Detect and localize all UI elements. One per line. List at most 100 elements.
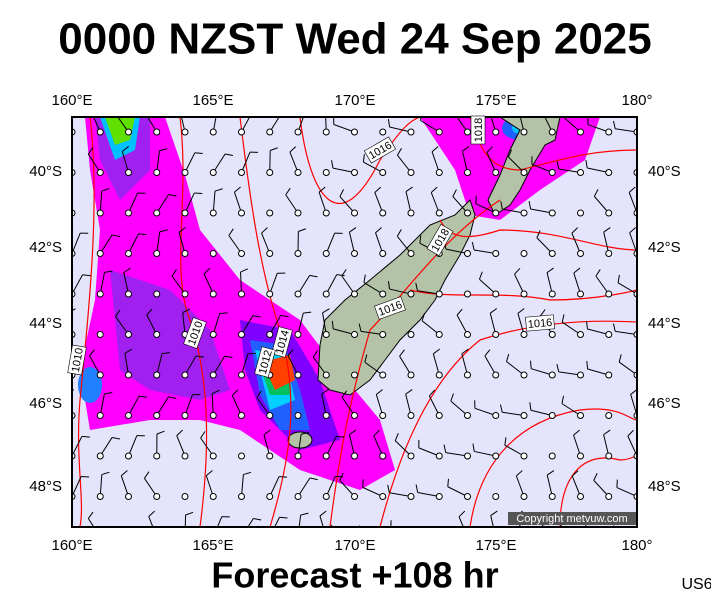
barb-station <box>605 452 613 460</box>
barb-staff <box>373 435 384 457</box>
barb-staff <box>502 411 525 416</box>
barb-feather <box>336 274 345 277</box>
barb-staff <box>312 356 327 376</box>
barb-staff <box>72 211 73 213</box>
barb-staff <box>115 316 129 335</box>
barb-staff <box>428 395 440 416</box>
barb-feather <box>162 352 171 355</box>
barb-feather <box>121 146 129 152</box>
barb-staff <box>241 315 254 335</box>
barb-station <box>407 250 415 257</box>
barb-staff <box>571 475 581 497</box>
barb-staff <box>508 156 525 173</box>
barb-station <box>96 331 104 338</box>
map-title: 0000 NZST Wed 24 Sep 2025 <box>58 15 651 64</box>
barb-staff <box>72 476 82 497</box>
barb-staff <box>263 434 271 457</box>
barb-feather <box>387 484 390 493</box>
barb-staff <box>325 476 336 497</box>
barb-staff <box>363 282 384 295</box>
barb-staff <box>184 152 196 173</box>
barb-feather <box>219 312 228 314</box>
barb-station <box>379 412 387 419</box>
barb-staff <box>93 117 101 133</box>
barb-feather <box>458 510 466 518</box>
barb-staff <box>484 355 497 376</box>
barb-station <box>351 290 358 298</box>
barb-staff <box>430 192 440 214</box>
barb-feather <box>252 315 261 318</box>
barb-staff <box>490 117 497 133</box>
barb-feather <box>530 360 532 369</box>
barb-feather <box>573 267 581 274</box>
barb-feather <box>571 227 578 234</box>
barb-staff <box>99 234 113 254</box>
barb-feather <box>415 484 419 493</box>
barb-feather <box>396 148 402 156</box>
barb-feather <box>571 470 579 477</box>
barb-station <box>323 534 329 540</box>
barb-station <box>96 290 104 298</box>
model-code: US6 <box>681 576 711 593</box>
barb-feather <box>287 349 294 356</box>
barb-feather <box>561 395 565 404</box>
barb-station <box>96 169 104 176</box>
barb-feather <box>59 350 63 357</box>
barb-staff <box>450 400 468 416</box>
barb-feather <box>362 154 365 163</box>
barb-station <box>492 250 500 257</box>
barb-station <box>181 169 189 176</box>
barb-staff <box>461 150 468 173</box>
barb-feather <box>373 429 380 437</box>
barb-station <box>209 250 217 257</box>
barb-staff <box>389 288 412 295</box>
barb-staff <box>212 153 226 173</box>
barb-station <box>209 128 217 136</box>
barb-feather <box>87 147 94 155</box>
barb-station <box>351 209 358 217</box>
lon-label: 170°E <box>334 92 375 109</box>
barb-feather <box>339 472 344 481</box>
barb-feather <box>146 308 153 316</box>
barb-feather <box>289 146 297 153</box>
barb-station <box>125 331 132 338</box>
contour-label-box <box>426 223 454 257</box>
barb-staff <box>489 313 497 335</box>
barb-staff <box>486 152 497 173</box>
barb-station <box>209 169 217 176</box>
barb-station <box>322 412 330 419</box>
lat-label: 42°S <box>648 239 681 256</box>
barb-station <box>181 250 189 257</box>
barb-station <box>266 128 274 136</box>
barb-staff <box>531 163 553 173</box>
barb-station <box>464 331 471 338</box>
barb-staff <box>72 436 83 457</box>
barb-station <box>153 371 161 379</box>
barb-feather <box>205 470 213 477</box>
barb-station <box>464 250 471 257</box>
barb-station <box>577 331 584 338</box>
barb-station <box>492 371 500 379</box>
barb-feather <box>399 349 405 357</box>
barb-station <box>238 331 245 338</box>
barb-station <box>577 493 584 500</box>
barb-feather <box>228 228 234 236</box>
barb-feather <box>82 274 91 277</box>
barb-staff <box>72 274 84 295</box>
barb-feather <box>59 148 63 155</box>
barb-station <box>294 452 302 460</box>
barb-station <box>605 128 613 136</box>
barb-feather <box>504 437 507 446</box>
barb-staff <box>546 272 553 295</box>
barb-staff <box>536 237 553 254</box>
barb-staff <box>405 191 412 214</box>
barb-feather <box>595 269 601 277</box>
barb-station <box>605 250 613 257</box>
barb-staff <box>341 275 355 295</box>
contour-label-text: 1018 <box>473 118 485 142</box>
barb-staff <box>287 355 299 376</box>
barb-feather <box>514 267 521 275</box>
barb-station <box>351 169 358 176</box>
barb-feather <box>443 444 447 453</box>
barb-feather <box>546 470 555 476</box>
